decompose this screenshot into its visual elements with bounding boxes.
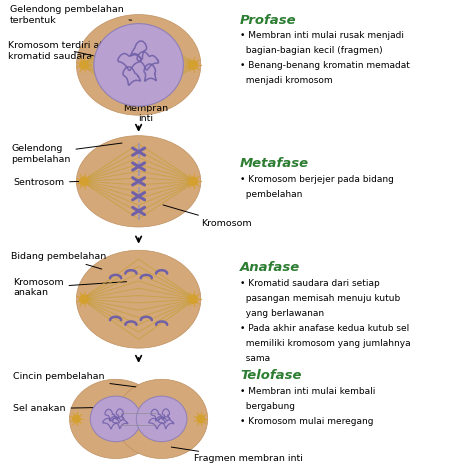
Text: Anafase: Anafase: [240, 261, 300, 274]
Ellipse shape: [76, 15, 201, 115]
Text: Gelendong pembelahan
terbentuk: Gelendong pembelahan terbentuk: [10, 5, 132, 25]
Ellipse shape: [94, 24, 183, 106]
Text: Fragmen membran inti: Fragmen membran inti: [171, 447, 303, 464]
Ellipse shape: [137, 396, 187, 442]
Ellipse shape: [80, 295, 88, 303]
Text: • Kromatid saudara dari setiap: • Kromatid saudara dari setiap: [240, 279, 380, 288]
Text: • Kromosom berjejer pada bidang: • Kromosom berjejer pada bidang: [240, 175, 394, 184]
Ellipse shape: [197, 415, 205, 422]
Text: Gelendong
pembelahan: Gelendong pembelahan: [11, 143, 122, 164]
Text: • Membran inti mulai kembali: • Membran inti mulai kembali: [240, 387, 375, 396]
Text: Bidang pembelahan: Bidang pembelahan: [11, 252, 106, 269]
Ellipse shape: [76, 250, 201, 348]
Text: Cincin pembelahan: Cincin pembelahan: [13, 372, 136, 387]
Text: pasangan memisah menuju kutub: pasangan memisah menuju kutub: [240, 294, 400, 303]
Text: Membran
inti: Membran inti: [123, 104, 168, 123]
Text: memiliki kromosom yang jumlahnya: memiliki kromosom yang jumlahnya: [240, 339, 411, 348]
Ellipse shape: [189, 61, 198, 69]
Text: pembelahan: pembelahan: [240, 190, 302, 199]
Ellipse shape: [189, 295, 198, 303]
Text: • Membran inti mulai rusak menjadi: • Membran inti mulai rusak menjadi: [240, 31, 404, 40]
Text: Kromosom terdiri atas dua
kromatid saudara: Kromosom terdiri atas dua kromatid sauda…: [8, 41, 135, 60]
Ellipse shape: [76, 135, 201, 227]
Ellipse shape: [80, 61, 88, 69]
Text: Kromosom
anakan: Kromosom anakan: [13, 278, 127, 297]
Ellipse shape: [80, 177, 88, 185]
Text: Telofase: Telofase: [240, 369, 302, 382]
Ellipse shape: [73, 415, 80, 422]
Text: • Kromosom mulai meregang: • Kromosom mulai meregang: [240, 417, 373, 426]
Text: • Benang-benang kromatin memadat: • Benang-benang kromatin memadat: [240, 61, 410, 70]
Text: Profase: Profase: [240, 14, 296, 26]
Ellipse shape: [189, 177, 198, 185]
Text: bagian-bagian kecil (fragmen): bagian-bagian kecil (fragmen): [240, 46, 383, 55]
Ellipse shape: [69, 379, 162, 458]
Text: yang berlawanan: yang berlawanan: [240, 309, 324, 318]
Text: bergabung: bergabung: [240, 402, 295, 411]
Ellipse shape: [116, 379, 208, 458]
Ellipse shape: [90, 396, 141, 442]
Text: Sel anakan: Sel anakan: [13, 404, 108, 413]
Text: menjadi kromosom: menjadi kromosom: [240, 76, 333, 85]
Text: Metafase: Metafase: [240, 157, 309, 170]
Text: sama: sama: [240, 354, 270, 362]
Text: Sentrosom: Sentrosom: [13, 178, 80, 187]
Text: Kromosom: Kromosom: [163, 205, 251, 228]
Text: • Pada akhir anafase kedua kutub sel: • Pada akhir anafase kedua kutub sel: [240, 324, 409, 333]
